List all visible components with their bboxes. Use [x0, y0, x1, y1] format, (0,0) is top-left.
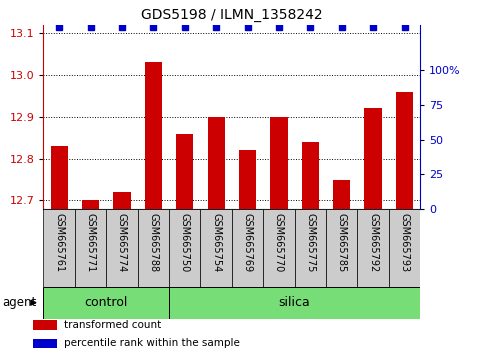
Bar — [145, 62, 162, 209]
Text: silica: silica — [279, 296, 311, 309]
Text: GSM665770: GSM665770 — [274, 213, 284, 272]
Bar — [138, 209, 169, 287]
Bar — [169, 209, 200, 287]
Text: percentile rank within the sample: percentile rank within the sample — [64, 338, 240, 348]
Text: GSM665774: GSM665774 — [117, 213, 127, 272]
Bar — [106, 209, 138, 287]
Text: GSM665754: GSM665754 — [211, 213, 221, 272]
Title: GDS5198 / ILMN_1358242: GDS5198 / ILMN_1358242 — [141, 8, 323, 22]
Bar — [82, 200, 99, 209]
Text: GSM665769: GSM665769 — [242, 213, 253, 272]
Bar — [270, 117, 287, 209]
Bar — [75, 209, 106, 287]
Bar — [169, 287, 420, 319]
Text: GSM665775: GSM665775 — [305, 213, 315, 272]
Bar — [295, 209, 326, 287]
Bar — [176, 133, 193, 209]
Text: transformed count: transformed count — [64, 320, 161, 330]
Text: control: control — [85, 296, 128, 309]
Text: GSM665788: GSM665788 — [148, 213, 158, 272]
Bar — [239, 150, 256, 209]
Bar — [208, 117, 225, 209]
Bar — [33, 320, 57, 330]
Bar — [389, 209, 420, 287]
Bar — [263, 209, 295, 287]
Bar — [333, 179, 350, 209]
Text: GSM665771: GSM665771 — [85, 213, 96, 272]
Text: agent: agent — [2, 296, 37, 309]
Bar — [302, 142, 319, 209]
Bar — [200, 209, 232, 287]
Text: GSM665793: GSM665793 — [399, 213, 410, 272]
Bar — [357, 209, 389, 287]
Bar — [396, 92, 413, 209]
Bar — [232, 209, 263, 287]
Text: GSM665761: GSM665761 — [54, 213, 64, 272]
Bar — [43, 209, 75, 287]
Text: GSM665750: GSM665750 — [180, 213, 190, 272]
Bar — [114, 192, 130, 209]
Text: GSM665792: GSM665792 — [368, 213, 378, 272]
Bar — [326, 209, 357, 287]
Bar — [365, 108, 382, 209]
Bar — [33, 338, 57, 348]
Text: GSM665785: GSM665785 — [337, 213, 347, 272]
Bar — [43, 287, 169, 319]
Bar — [51, 146, 68, 209]
